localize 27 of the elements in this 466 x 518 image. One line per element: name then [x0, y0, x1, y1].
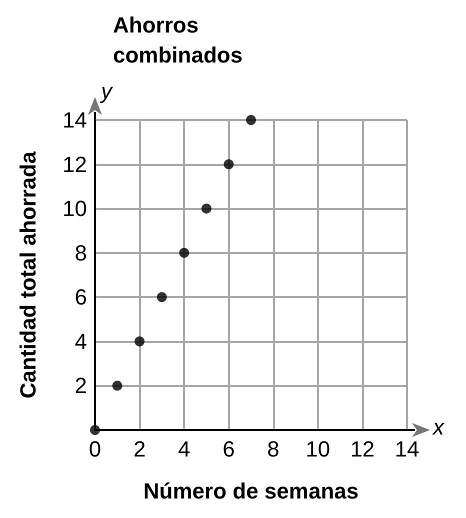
text: y [99, 78, 114, 104]
x-tick-label: 14 [394, 436, 420, 462]
x-tick-label: 8 [267, 436, 280, 462]
y-tick-label: 4 [74, 328, 87, 354]
x-tick-label: 2 [133, 436, 146, 462]
x-tick-label: 4 [178, 436, 190, 462]
point [90, 425, 100, 435]
point [112, 380, 122, 391]
point [179, 248, 190, 258]
x-tick-label: 0 [88, 436, 102, 462]
y-tick-label: 8 [74, 240, 87, 266]
y-tick-label: 12 [62, 152, 87, 177]
x-tick-label: 12 [350, 436, 375, 462]
y-axis-title: Cantidad total ahorrada [16, 150, 40, 398]
x-tick-label: 10 [306, 436, 330, 462]
point [134, 336, 145, 346]
y-tick-label: 14 [62, 108, 87, 132]
x-tick-label: 6 [222, 436, 235, 462]
y-tick-label: 10 [62, 196, 87, 222]
point [246, 115, 256, 125]
y-tick-label: 2 [74, 373, 87, 398]
x-axis-title: Número de semanas [143, 478, 359, 504]
point [224, 159, 234, 170]
y-tick-label: 6 [74, 284, 87, 310]
point [201, 204, 212, 214]
text: x [432, 414, 445, 440]
point [156, 292, 167, 302]
